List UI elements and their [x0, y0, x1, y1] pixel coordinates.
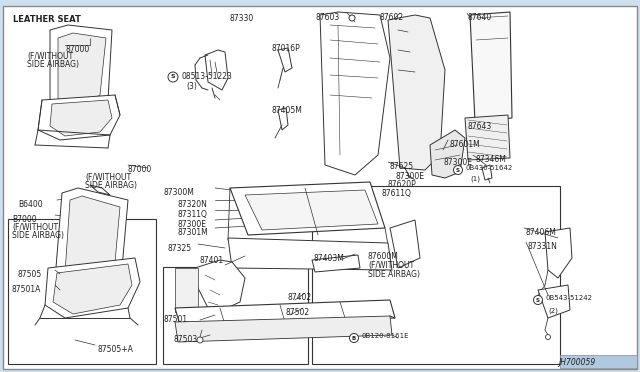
Text: 87300E: 87300E: [443, 158, 472, 167]
Text: SIDE AIRBAG): SIDE AIRBAG): [368, 270, 420, 279]
Text: 87503: 87503: [173, 335, 197, 344]
Polygon shape: [53, 264, 132, 314]
Circle shape: [349, 15, 355, 21]
Text: 87405M: 87405M: [272, 106, 303, 115]
Circle shape: [534, 295, 543, 305]
Text: (F/WITHOUT: (F/WITHOUT: [85, 173, 131, 182]
Text: (F/WITHOUT: (F/WITHOUT: [368, 261, 414, 270]
Polygon shape: [55, 188, 128, 290]
Polygon shape: [430, 130, 465, 178]
Text: LEATHER SEAT: LEATHER SEAT: [13, 15, 81, 24]
Text: 87402: 87402: [288, 293, 312, 302]
Polygon shape: [482, 165, 492, 180]
Text: 87501: 87501: [163, 315, 187, 324]
Text: S: S: [456, 167, 460, 173]
Text: (1): (1): [470, 175, 480, 182]
Text: 87640: 87640: [467, 13, 492, 22]
Polygon shape: [175, 268, 198, 312]
Polygon shape: [65, 196, 120, 282]
Text: S: S: [536, 298, 540, 302]
Text: 87000: 87000: [128, 165, 152, 174]
Polygon shape: [545, 228, 572, 278]
Text: 0B430-51642: 0B430-51642: [465, 165, 512, 171]
Polygon shape: [245, 190, 378, 230]
Polygon shape: [278, 108, 288, 130]
Text: 87401: 87401: [200, 256, 224, 265]
Text: 87016P: 87016P: [272, 44, 301, 53]
Polygon shape: [538, 285, 570, 318]
Text: (2): (2): [548, 307, 558, 314]
Text: 87620P: 87620P: [388, 180, 417, 189]
Polygon shape: [205, 50, 228, 90]
Text: 87301M: 87301M: [177, 228, 208, 237]
Polygon shape: [278, 48, 292, 72]
Polygon shape: [465, 115, 510, 160]
Bar: [163, 267, 308, 364]
Text: 87311Q: 87311Q: [177, 210, 207, 219]
Bar: [312, 186, 560, 364]
Text: SIDE AIRBAG): SIDE AIRBAG): [85, 181, 137, 190]
Bar: [8, 219, 156, 364]
Text: 87625: 87625: [390, 162, 414, 171]
Circle shape: [168, 72, 178, 82]
Text: 87300E: 87300E: [395, 172, 424, 181]
Polygon shape: [320, 12, 390, 175]
Text: B6400: B6400: [18, 200, 43, 209]
Text: 87501A: 87501A: [12, 285, 42, 294]
Polygon shape: [230, 182, 385, 235]
Text: SIDE AIRBAG): SIDE AIRBAG): [27, 60, 79, 69]
Circle shape: [349, 334, 358, 343]
Polygon shape: [195, 260, 245, 312]
Text: 87320N: 87320N: [177, 200, 207, 209]
Text: 87611Q: 87611Q: [382, 189, 412, 198]
Text: (F/WITHOUT: (F/WITHOUT: [27, 52, 73, 61]
Text: B: B: [352, 336, 356, 340]
Polygon shape: [50, 100, 112, 136]
Text: 87600M: 87600M: [368, 252, 399, 261]
Text: B7000: B7000: [12, 215, 36, 224]
Circle shape: [197, 337, 203, 343]
Text: (F/WITHOUT: (F/WITHOUT: [12, 223, 58, 232]
Polygon shape: [470, 12, 512, 122]
Text: 87406M: 87406M: [525, 228, 556, 237]
Text: 87505: 87505: [18, 270, 42, 279]
Polygon shape: [75, 118, 100, 125]
Polygon shape: [388, 15, 445, 170]
Text: 87000: 87000: [65, 45, 89, 54]
Text: 87403M: 87403M: [313, 254, 344, 263]
Text: 87505+A: 87505+A: [98, 345, 134, 354]
Text: 87502: 87502: [285, 308, 309, 317]
Polygon shape: [390, 220, 420, 268]
Text: 87325: 87325: [168, 244, 192, 253]
Text: 87330: 87330: [230, 14, 254, 23]
Text: 87602: 87602: [380, 13, 404, 22]
Polygon shape: [175, 300, 395, 325]
Polygon shape: [45, 258, 140, 318]
Polygon shape: [560, 355, 637, 368]
Text: 0B120-8161E: 0B120-8161E: [362, 333, 410, 339]
Text: 87643: 87643: [468, 122, 492, 131]
Text: S: S: [171, 74, 175, 80]
Polygon shape: [228, 238, 392, 270]
Polygon shape: [58, 33, 106, 110]
Text: 0B543-51242: 0B543-51242: [545, 295, 592, 301]
Text: SIDE AIRBAG): SIDE AIRBAG): [12, 231, 64, 240]
Polygon shape: [175, 316, 392, 342]
Text: 87331N: 87331N: [528, 242, 558, 251]
Circle shape: [545, 334, 550, 340]
Text: 87300M: 87300M: [163, 188, 194, 197]
Text: 87603: 87603: [315, 13, 339, 22]
Polygon shape: [90, 185, 110, 195]
Text: 87601M: 87601M: [450, 140, 481, 149]
Text: 87346M: 87346M: [475, 155, 506, 164]
Text: 87300E: 87300E: [177, 220, 206, 229]
Polygon shape: [312, 255, 360, 272]
Polygon shape: [50, 25, 112, 118]
Text: 08513-51223: 08513-51223: [181, 72, 232, 81]
Polygon shape: [38, 95, 120, 140]
Text: JH700059: JH700059: [558, 358, 595, 367]
Circle shape: [454, 166, 463, 174]
Text: (3): (3): [186, 82, 197, 91]
